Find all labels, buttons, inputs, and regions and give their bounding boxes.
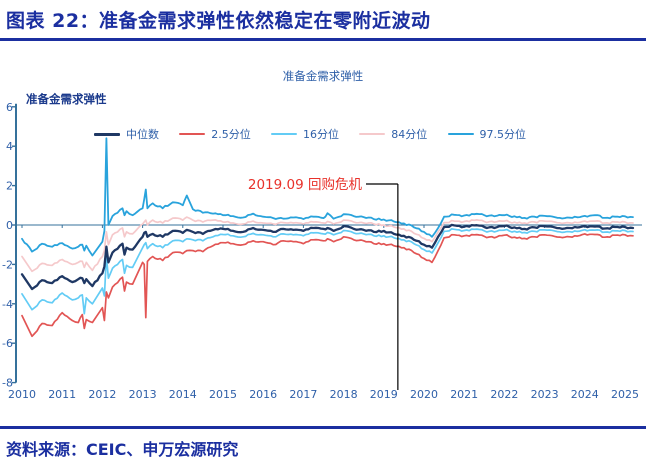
source-text: 资料来源：CEIC、申万宏源研究 (6, 440, 239, 459)
legend-swatch (447, 133, 474, 135)
y-tick-label: -8 (2, 377, 13, 390)
chart-legend: 中位数 2.5分位 16分位 84分位 97.5分位 (94, 126, 526, 142)
legend-swatch (271, 133, 297, 135)
x-tick-label: 2023 (531, 388, 559, 401)
y-tick-label: 0 (6, 219, 13, 232)
y-tick-label: -6 (2, 337, 13, 350)
series-line-0 (20, 223, 635, 291)
legend-swatch (94, 132, 120, 136)
y-tick-label: 4 (6, 140, 13, 153)
header-divider (0, 38, 646, 41)
series-line-3 (21, 216, 634, 273)
x-tick-label: 2012 (88, 388, 116, 401)
chart-title: 准备金需求弹性 (282, 69, 364, 83)
annotation-label: 2019.09 回购危机 (248, 177, 363, 193)
chart-area: 准备金需求弹性 准备金需求弹性 6 4 2 0 -2 -4 -6 -8 2010 2011 2012… (0, 60, 646, 420)
x-tick-label: 2024 (571, 388, 599, 401)
footer-divider (0, 426, 646, 429)
x-tick-label: 2018 (330, 388, 358, 401)
x-tick-label: 2020 (410, 388, 438, 401)
legend-label: 97.5分位 (479, 128, 527, 141)
legend-item-1: 2.5分位 (179, 126, 251, 142)
y-tick-label: 6 (6, 101, 13, 114)
legend-swatch (359, 133, 386, 135)
x-tick-label: 2017 (289, 388, 317, 401)
y-tick-label: -4 (2, 298, 13, 311)
series-line-4 (21, 137, 634, 257)
y-tick-label: 2 (6, 180, 13, 193)
x-tick-label: 2025 (611, 388, 639, 401)
legend-item-0: 中位数 (94, 126, 159, 142)
y-tick-label: -2 (2, 258, 13, 271)
legend-item-3: 84分位 (359, 126, 427, 142)
legend-item-2: 16分位 (271, 126, 339, 142)
legend-item-4: 97.5分位 (447, 126, 527, 142)
page-title: 图表 22：准备金需求弹性依然稳定在零附近波动 (6, 10, 431, 32)
x-tick-label: 2014 (169, 388, 197, 401)
x-tick-label: 2019 (370, 388, 398, 401)
x-tick-label: 2016 (249, 388, 277, 401)
x-tick-label: 2022 (490, 388, 518, 401)
x-tick-label: 2011 (48, 388, 76, 401)
series-line-2 (21, 228, 634, 315)
legend-swatch (179, 133, 206, 135)
x-tick-label: 2013 (129, 388, 157, 401)
y-axis-title: 准备金需求弹性 (26, 92, 107, 106)
legend-label: 84分位 (391, 128, 428, 141)
legend-label: 2.5分位 (211, 128, 251, 141)
legend-label: 16分位 (303, 128, 339, 141)
x-tick-label: 2010 (8, 388, 36, 401)
x-tick-label: 2015 (209, 388, 237, 401)
series-line-1 (21, 233, 634, 338)
legend-label: 中位数 (126, 128, 159, 141)
x-tick-label: 2021 (450, 388, 478, 401)
